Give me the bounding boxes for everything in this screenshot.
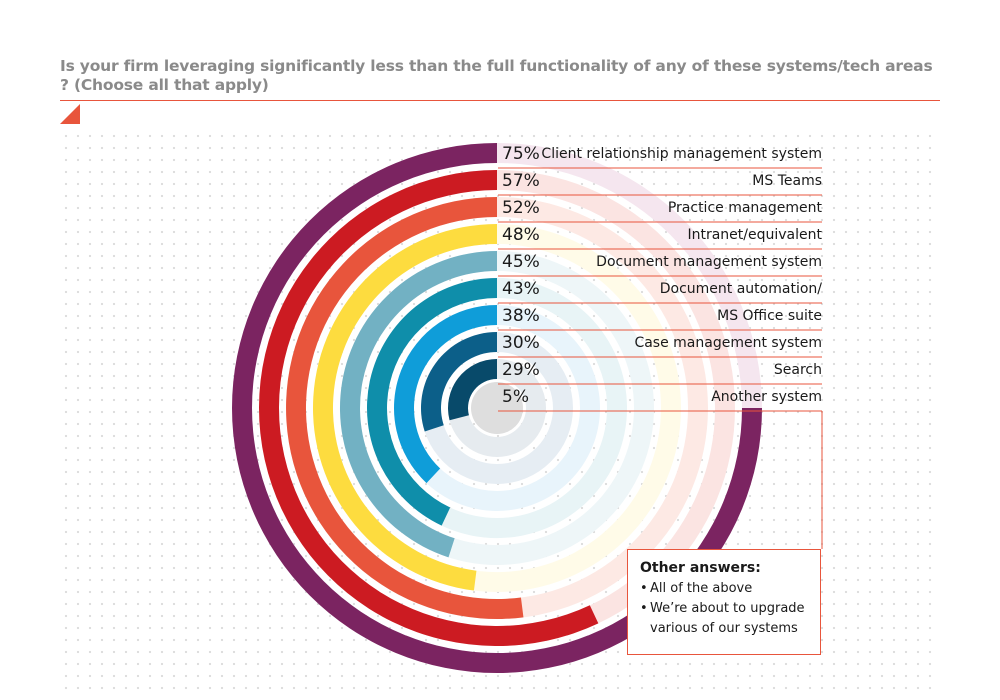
ring-labels: 75% Client relationship management system… — [502, 144, 823, 407]
value-label: 43% — [502, 279, 540, 299]
title-rule — [60, 100, 940, 101]
category-label: Client relationship management system — [541, 146, 822, 162]
category-label: Case management system — [634, 335, 822, 351]
category-label: MS Office suite — [717, 308, 822, 324]
value-label: 52% — [502, 198, 540, 218]
value-label: 30% — [502, 333, 540, 353]
other-answers-list: All of the above We’re about to upgrade … — [640, 579, 810, 639]
ring-bar — [420, 332, 497, 432]
category-label: Document management system — [596, 254, 822, 270]
value-label: 57% — [502, 171, 540, 191]
ring-bar — [447, 358, 497, 421]
category-label: Search — [774, 362, 822, 378]
ring-bar — [394, 305, 497, 484]
chart-hub — [471, 382, 523, 434]
category-label: Practice management — [668, 200, 823, 216]
other-answers-heading: Other answers: — [640, 560, 761, 576]
other-answers-box: Other answers: All of the above We’re ab… — [627, 549, 821, 655]
value-label: 48% — [502, 225, 540, 245]
ring-bar — [366, 278, 497, 526]
category-label: Document automation/ — [660, 281, 823, 297]
ring-bars — [232, 143, 762, 673]
chart-title: Is your firm leveraging significantly le… — [60, 57, 933, 94]
value-label: 75% — [502, 144, 540, 164]
label-leader-lines — [498, 167, 823, 549]
category-label: Another system — [711, 389, 822, 405]
other-answer-item: All of the above — [640, 579, 810, 599]
category-label: MS Teams — [752, 173, 822, 189]
value-label: 5% — [502, 387, 529, 407]
ring-bar — [312, 224, 497, 591]
category-label: Intranet/equivalent — [687, 227, 822, 243]
value-label: 29% — [502, 360, 540, 380]
corner-accent-triangle — [60, 104, 80, 124]
other-answer-item: We’re about to upgrade various of our sy… — [640, 599, 810, 639]
value-label: 45% — [502, 252, 540, 272]
value-label: 38% — [502, 306, 540, 326]
ring-bar — [339, 251, 497, 558]
